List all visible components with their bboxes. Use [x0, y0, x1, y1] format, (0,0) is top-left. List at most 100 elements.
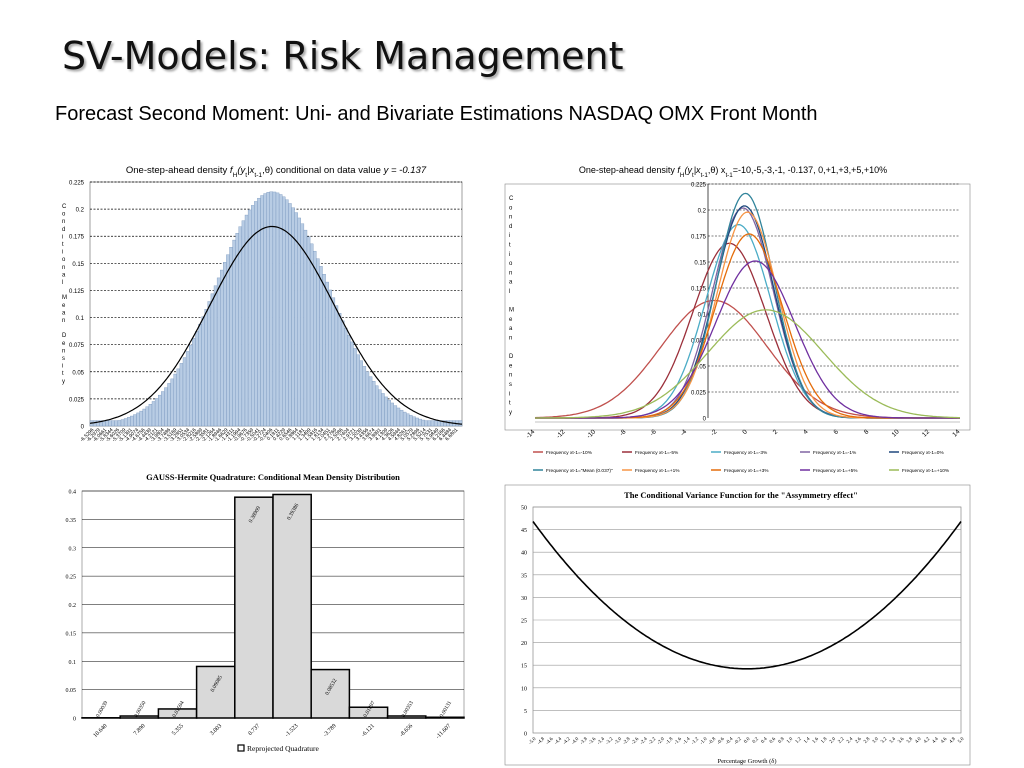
y-axis-label-char: D: [62, 333, 67, 339]
histogram-bar: [108, 420, 112, 427]
histogram-bar: [105, 420, 109, 427]
legend-swatch: [237, 744, 245, 752]
x-tick-label: -4.8: [537, 737, 546, 746]
x-tick-label: 4.4: [932, 737, 940, 745]
histogram-bar: [158, 394, 162, 427]
y-axis-label-char: o: [509, 205, 513, 211]
y-axis-label-char: M: [62, 295, 67, 301]
histogram-bar: [254, 201, 258, 427]
histogram-bar: [210, 293, 215, 427]
histogram-bar: [303, 229, 308, 427]
histogram-bar: [424, 420, 429, 427]
quadrature-bar: [425, 716, 465, 719]
histogram-bar: [226, 254, 230, 427]
histogram-bar: [145, 406, 150, 427]
histogram-bar: [241, 220, 246, 427]
histogram-bar: [173, 373, 177, 427]
histogram-bar: [325, 281, 329, 427]
histogram-bar: [238, 226, 243, 427]
chart-title: One-step-ahead density fH(yt|xt-1,θ) con…: [126, 165, 427, 179]
y-axis-label-char: D: [509, 354, 514, 360]
histogram-bar: [198, 324, 202, 427]
histogram-bar: [309, 243, 314, 427]
y-tick-label: 50: [521, 506, 527, 512]
histogram-bar: [117, 420, 122, 427]
histogram-bar: [189, 344, 193, 427]
y-axis-label-char: M: [509, 308, 514, 314]
y-axis-label-char: a: [62, 272, 66, 278]
histogram-bar: [247, 209, 252, 427]
legend-label: Frequency xt-1=+1%: [635, 468, 680, 474]
x-tick-label: -8.656: [399, 723, 414, 738]
x-axis-title: Percentage Growth (δ): [717, 758, 776, 765]
legend-label: Frequency xt-1=+3%: [724, 468, 769, 474]
y-axis-label-char: n: [62, 348, 65, 354]
x-tick-label: -0.8: [708, 737, 717, 746]
y-tick-label: 40: [521, 551, 527, 557]
histogram-bar: [170, 378, 174, 427]
x-tick-label: -4.2: [563, 737, 572, 746]
y-axis-label-char: o: [62, 257, 66, 263]
legend-label: Frequency xt-1="Mean (0.037)": [546, 468, 613, 474]
x-tick-label: 10.640: [93, 723, 109, 739]
x-tick-label: -1.4: [682, 737, 691, 746]
x-tick-label: 1.2: [795, 737, 803, 745]
histogram-bar: [402, 411, 407, 427]
histogram-bar: [421, 419, 425, 427]
x-tick-label: 12: [921, 428, 931, 438]
legend-label: Frequency xt-1=+5%: [813, 468, 858, 474]
normal-density-curve: [89, 225, 463, 425]
x-tick-label: 1.6: [812, 737, 820, 745]
histogram-bar: [331, 297, 336, 427]
quadrature-bar: [195, 665, 236, 719]
x-tick-label: 2.6: [855, 737, 863, 745]
x-tick-label: -4.4: [554, 737, 563, 746]
conditional-variance-chart: The Conditional Variance Function for th…: [504, 484, 971, 766]
histogram-bar: [148, 404, 153, 427]
x-tick-label: 3.4: [889, 737, 897, 745]
histogram-bar: [164, 387, 168, 427]
x-tick-label: -1.2: [691, 737, 700, 746]
x-tick-label: 2.0: [829, 737, 837, 745]
x-tick-label: 14: [951, 428, 961, 438]
y-tick-label: 0: [524, 732, 527, 738]
y-tick-label: 20: [521, 641, 527, 647]
y-axis-label-char: t: [509, 401, 511, 407]
y-axis-label-char: e: [62, 303, 66, 309]
x-tick-label: -2.2: [648, 737, 657, 746]
x-tick-label: -3.0: [614, 737, 623, 746]
y-axis-label-char: l: [509, 289, 510, 295]
y-tick-label: 0.15: [66, 631, 77, 637]
x-tick-label: 3.8: [906, 737, 914, 745]
x-tick-label: 4.6: [940, 737, 948, 745]
quadrature-bar: [234, 496, 274, 719]
histogram-bar: [123, 418, 128, 427]
y-axis-label-char: n: [509, 336, 512, 342]
histogram-bar: [182, 357, 187, 427]
histogram-bar: [446, 420, 450, 427]
quadrature-bar: [348, 706, 389, 719]
histogram-bar: [127, 417, 131, 427]
x-tick-label: -2.6: [631, 737, 640, 746]
y-axis-label-char: i: [62, 364, 63, 370]
y-tick-label: 0.225: [691, 183, 707, 189]
histogram-bar: [313, 250, 317, 427]
histogram-bar: [371, 381, 376, 427]
y-axis-label-char: a: [62, 310, 66, 316]
x-tick-label: 4.2: [923, 737, 931, 745]
y-tick-label: 0.1: [69, 660, 77, 666]
x-tick-label: 4: [802, 428, 810, 436]
histogram-bar: [167, 383, 171, 427]
histogram-bar: [399, 409, 404, 427]
histogram-bar: [418, 418, 422, 427]
y-axis-label-char: i: [509, 391, 510, 397]
x-tick-label: -0.4: [725, 737, 734, 746]
histogram-bar: [340, 320, 345, 427]
y-axis-label-char: C: [62, 204, 67, 210]
y-axis-label-char: i: [62, 234, 63, 240]
slide-subtitle: Forecast Second Moment: Uni- and Bivaria…: [55, 103, 818, 125]
x-tick-label: 2.4: [846, 737, 854, 745]
y-axis-label-char: e: [62, 341, 66, 347]
histogram-bar: [139, 410, 143, 427]
chart-title: GAUSS-Hermite Quadrature: Conditional Me…: [146, 472, 400, 482]
